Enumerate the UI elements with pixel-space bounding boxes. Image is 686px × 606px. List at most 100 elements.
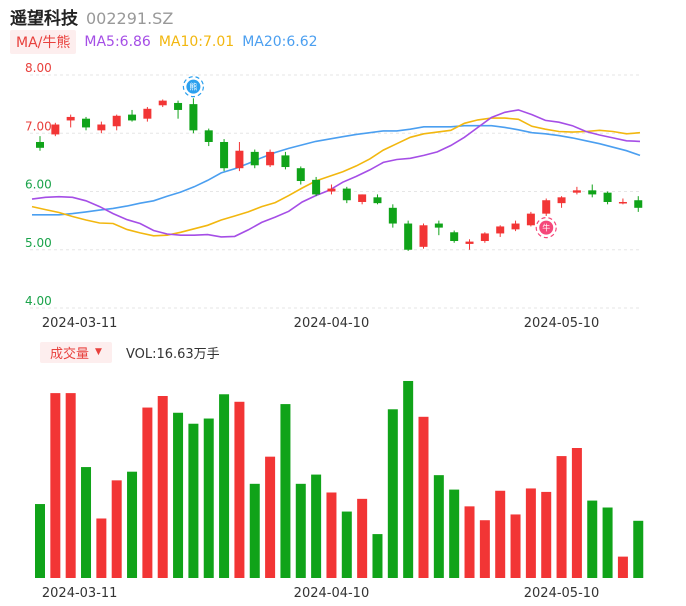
volume-bar [433,475,444,578]
volume-bar [479,520,490,578]
volume-bar [602,507,613,578]
candlestick [404,220,413,251]
price-y-tick: 6.00 [25,178,52,192]
badge-label: 熊 [189,82,197,92]
candlestick [112,114,121,131]
candlestick [189,98,198,134]
candlestick [327,184,336,195]
volume-bar [449,489,460,578]
volume-bar [556,456,567,578]
candle-body [434,223,443,228]
candle-body [526,213,535,226]
candle-body [204,130,213,142]
ma-legend: MA/牛熊 MA5:6.86 MA10:7.01 MA20:6.62 [10,30,318,54]
ma20-legend-value: MA20:6.62 [242,34,318,50]
candlestick [557,196,566,208]
volume-bar [280,404,291,578]
price-x-tick: 2024-03-11 [42,316,118,331]
candle-body [296,168,305,182]
candlestick [66,114,75,128]
candle-body [465,241,474,244]
volume-bar [341,511,352,578]
volume-bar [127,471,138,578]
ma10-line [31,117,641,237]
volume-x-tick: 2024-05-10 [524,586,600,601]
badge-disc [186,79,201,94]
candlestick [419,223,428,249]
candle-body [128,114,137,121]
volume-bar [295,483,306,578]
volume-bar [510,514,521,578]
candlestick [51,122,60,137]
volume-bar [525,488,536,578]
volume-bar [111,480,122,578]
candlestick [36,136,44,151]
volume-bar [326,492,337,578]
candle-body [419,225,428,247]
candle-body [404,223,413,250]
volume-bar [96,518,107,578]
candlestick [266,149,275,168]
price-x-tick: 2024-05-10 [524,316,600,331]
volume-indicator-selector[interactable]: 成交量 ▼ [40,341,112,363]
volume-bar [81,467,92,578]
candle-body [480,233,489,242]
candle-body [266,151,275,166]
volume-bar [50,393,61,578]
candlestick [158,99,167,108]
ma-indicator-selector[interactable]: MA/牛熊 [10,30,77,54]
volume-bar [387,409,398,578]
candle-body [51,124,60,135]
price-y-tick-labels: 8.00 7.00 6.00 5.00 4.00 [25,61,52,308]
volume-bar [173,412,184,578]
volume-indicator-label: 成交量 [50,346,90,362]
candlestick [388,204,397,228]
moving-average-lines [31,109,641,238]
candlestick [97,121,106,134]
candle-body [312,179,321,195]
candle-body [511,223,520,230]
candlestick [312,176,321,197]
badge-label: 牛 [542,223,550,233]
caret-down-icon: ▼ [95,347,102,357]
volume-x-tick: 2024-03-11 [42,586,118,601]
volume-bar [418,416,429,578]
candlestick [450,230,459,243]
candlestick [588,184,597,198]
candle-body [572,190,581,193]
price-y-tick: 7.00 [25,119,52,133]
price-x-tick-labels: 2024-03-11 2024-04-10 2024-05-10 [42,316,599,331]
candlestick [220,139,229,172]
candle-body [634,200,643,208]
candle-body [557,197,566,204]
signal-markers: 熊牛 [182,76,557,239]
candlestick [634,196,643,212]
candlestick [511,220,520,232]
candlestick [82,116,91,131]
volume-bar [495,490,506,578]
badge-ring [182,76,204,98]
badge-disc [539,220,554,235]
candlestick [434,220,443,236]
candle-body [220,141,229,169]
candle-body [618,201,627,204]
price-y-tick: 8.00 [25,61,52,75]
candle-body [66,116,75,121]
candle-body [496,226,505,234]
volume-bar [234,401,245,578]
candle-body [250,151,259,166]
candle-body [388,207,397,224]
candle-body [36,141,44,148]
price-x-tick: 2024-04-10 [294,316,370,331]
candlestick [204,128,213,147]
volume-bar [587,500,598,578]
volume-bar [219,394,230,578]
candle-body [327,188,336,192]
candle-body [588,190,597,195]
volume-x-tick: 2024-04-10 [294,586,370,601]
volume-bar [633,520,644,578]
candle-body [358,194,367,202]
ma5-legend-value: MA5:6.86 [84,34,151,50]
badge-ring [535,217,557,239]
